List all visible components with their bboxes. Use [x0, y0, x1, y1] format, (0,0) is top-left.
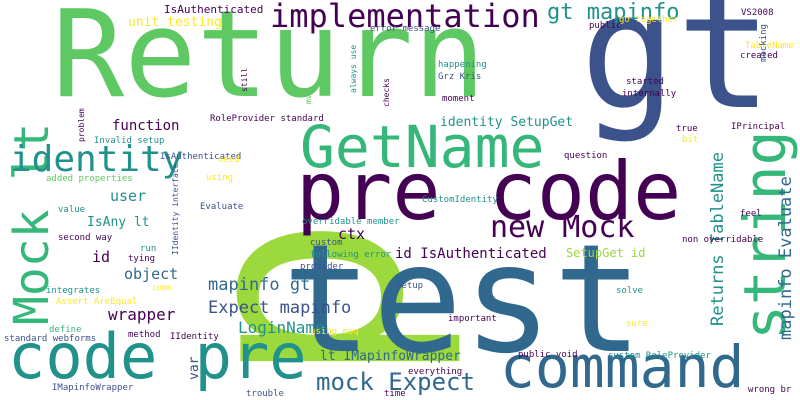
- word: custom: [310, 238, 343, 248]
- word: IPrincipal: [731, 122, 786, 132]
- word: Invalid setup: [94, 136, 165, 146]
- word: define: [49, 325, 82, 335]
- word: moment: [442, 94, 475, 104]
- word: identity SetupGet: [440, 115, 574, 130]
- word: IsAny lt: [87, 215, 150, 230]
- word: true: [676, 124, 698, 134]
- word: need: [218, 155, 240, 165]
- word: wrong br: [748, 385, 792, 395]
- word: happening: [438, 60, 487, 70]
- word: test: [282, 213, 644, 387]
- word: integrates: [46, 286, 101, 296]
- word: mapinfo Evaluate: [776, 176, 796, 340]
- word: IIdentity: [170, 332, 219, 342]
- word: value: [58, 205, 86, 215]
- word: time: [384, 389, 406, 399]
- word: public: [589, 21, 622, 31]
- word: LoginName: [238, 318, 325, 337]
- word: unit testing: [128, 15, 222, 30]
- word: Grz Kris: [438, 72, 482, 82]
- word: wrapper: [108, 305, 176, 324]
- word: using moq: [310, 327, 359, 337]
- word: code pre: [8, 320, 307, 393]
- word: mapinfo gt: [208, 275, 311, 295]
- word: pre code: [296, 145, 682, 238]
- word: gt: [580, 0, 773, 145]
- word: object: [124, 265, 179, 283]
- word: IsAuthenticated: [164, 3, 264, 16]
- word: still: [240, 67, 249, 92]
- word: IIdentity interface: [171, 163, 180, 255]
- word: Evaluate: [200, 202, 244, 212]
- word: overridable member: [302, 217, 400, 227]
- word: checks: [382, 78, 391, 107]
- word: mocking: [759, 24, 769, 62]
- word: GetName: [300, 113, 545, 181]
- word: function: [112, 118, 180, 134]
- word: implementation: [270, 0, 540, 35]
- word: lt IMapinfoWrapper: [320, 349, 461, 364]
- word: ctx: [338, 225, 366, 243]
- word: mock Expect: [316, 368, 475, 396]
- word: trouble: [246, 389, 284, 399]
- word: run: [140, 244, 157, 254]
- word: error message: [370, 24, 441, 34]
- word: var: [187, 356, 202, 380]
- word: solve: [616, 286, 644, 296]
- word: IMapinfoWrapper: [52, 383, 134, 393]
- word: id: [92, 248, 111, 266]
- word: public void: [518, 350, 578, 360]
- word: SetupGet id: [566, 246, 646, 260]
- word: second way: [58, 233, 113, 243]
- word: mvc: [304, 89, 313, 104]
- word: identity: [10, 139, 184, 180]
- word: IsAuthenticated: [160, 152, 242, 162]
- word: command: [500, 333, 745, 400]
- word: comm: [152, 283, 172, 292]
- word: standard webforms: [4, 334, 97, 344]
- word: internally: [622, 89, 677, 99]
- word: id IsAuthenticated: [395, 246, 547, 262]
- word: problem: [77, 108, 86, 142]
- word: bit: [682, 135, 699, 145]
- word: important: [448, 314, 497, 324]
- word: tying: [128, 254, 156, 264]
- word: added properties: [46, 174, 133, 184]
- word: started: [626, 77, 664, 87]
- word: user: [110, 187, 147, 205]
- word: method: [128, 330, 161, 340]
- word: everything: [408, 367, 463, 377]
- word: using: [206, 173, 234, 183]
- word: feel: [740, 209, 762, 219]
- word: Setup: [396, 281, 424, 291]
- word: question: [564, 151, 608, 161]
- word: following error: [310, 250, 392, 260]
- word: sure: [626, 319, 648, 329]
- word: Expect mapinfo: [208, 298, 352, 318]
- word: new Mock: [490, 210, 635, 245]
- word: gt mapinfo: [547, 0, 680, 25]
- word: Assert AreEqual: [56, 297, 138, 307]
- word: go together: [619, 15, 679, 25]
- word: provider: [300, 262, 344, 272]
- word: CustomIdentity: [422, 195, 498, 205]
- word: always use: [349, 44, 358, 93]
- word: custom RoleProvider: [608, 351, 711, 361]
- word: non overridable: [682, 235, 764, 245]
- word: created: [740, 51, 778, 61]
- word: RoleProvider standard: [210, 114, 324, 124]
- word: VS2008: [741, 8, 774, 18]
- word: TableName: [745, 41, 794, 51]
- word: Return: [52, 0, 486, 125]
